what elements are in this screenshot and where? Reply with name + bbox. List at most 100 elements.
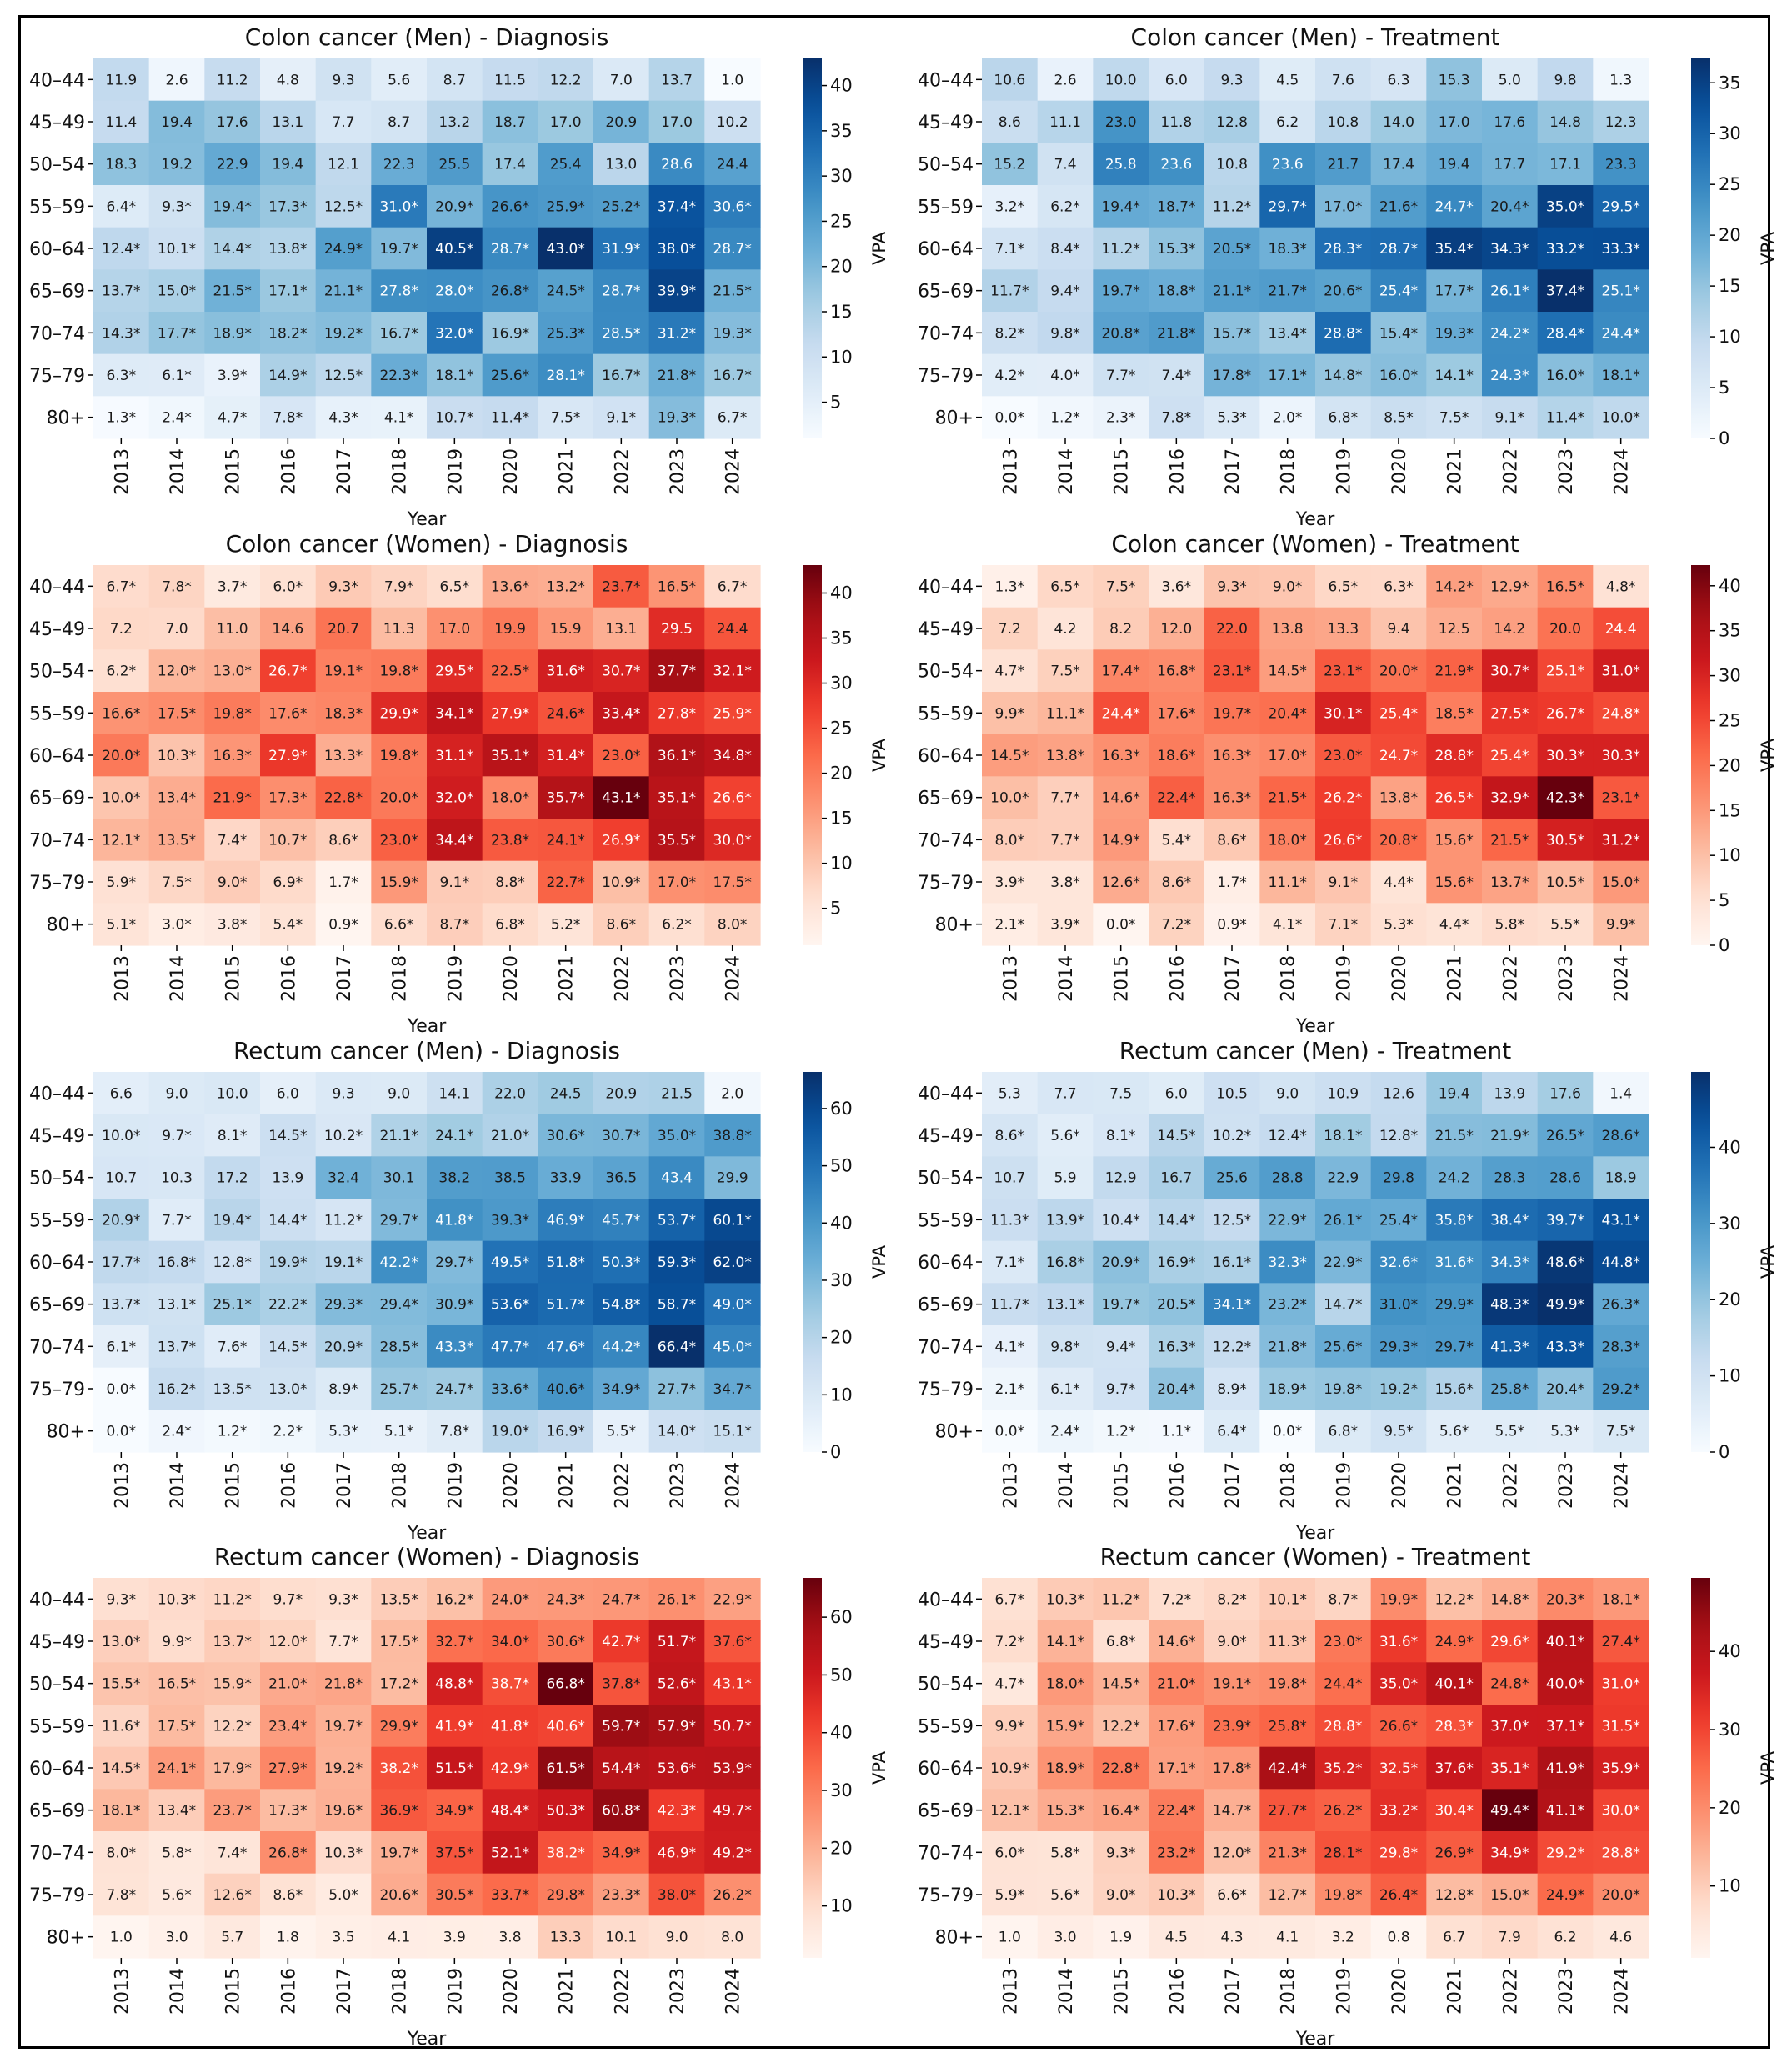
heatmap-cell <box>1093 269 1149 313</box>
chart-title: Rectum cancer (Women) - Treatment <box>1100 1543 1531 1570</box>
heatmap-cell <box>1315 143 1372 186</box>
heatmap-cell <box>427 1410 483 1453</box>
cell-label: 40.1* <box>1434 1676 1473 1693</box>
heatmap-cell <box>260 1114 317 1157</box>
cell-label: 9.3 <box>332 72 354 88</box>
colorbar-tick-label: 15 <box>1719 276 1741 296</box>
cell-label: 13.2* <box>546 578 584 595</box>
heatmap-cell <box>204 903 261 946</box>
heatmap-cell <box>704 1325 761 1369</box>
heatmap-cell <box>148 269 205 313</box>
heatmap-cell <box>648 58 705 102</box>
heatmap-cell <box>1204 1114 1260 1157</box>
cell-label: 7.4 <box>1054 157 1076 173</box>
cell-label: 17.6 <box>1549 1085 1581 1102</box>
x-tick-label: 2017 <box>1223 955 1244 1002</box>
cell-label: 0.0* <box>995 410 1025 427</box>
heatmap-cell <box>982 396 1039 439</box>
cell-label: 1.4 <box>1609 1085 1632 1102</box>
cell-label: 18.7* <box>1157 198 1195 215</box>
heatmap-cell <box>260 1410 317 1453</box>
colorbar-tick-label: 60 <box>830 1099 853 1119</box>
cell-label: 27.9* <box>268 1760 307 1777</box>
x-tick-label: 2020 <box>501 1968 522 2015</box>
x-tick-label: 2019 <box>445 1462 466 1509</box>
cell-label: 44.2* <box>602 1339 640 1355</box>
y-tick-label: 45–49 <box>918 1126 974 1147</box>
cell-label: 13.9 <box>1494 1085 1525 1102</box>
x-axis-label: Year <box>407 1523 448 1544</box>
cell-label: 18.1* <box>102 1803 140 1820</box>
cell-label: 19.4* <box>213 198 251 215</box>
cell-label: 7.7* <box>162 1212 192 1229</box>
x-tick-label: 2019 <box>1334 448 1354 495</box>
heatmap-cell <box>593 1156 650 1199</box>
cell-label: 30.9* <box>435 1297 473 1314</box>
heatmap-cell <box>704 1367 761 1410</box>
heatmap-cell <box>260 1072 317 1115</box>
cell-label: 8.9* <box>1217 1381 1247 1398</box>
heatmap-cell <box>1259 396 1316 439</box>
heatmap-cell <box>260 1662 317 1705</box>
heatmap-cell <box>1037 1367 1094 1410</box>
cell-label: 12.6 <box>1383 1085 1414 1102</box>
y-tick-label: 70–74 <box>918 1337 974 1358</box>
heatmap-cell <box>1149 1325 1205 1369</box>
cell-label: 7.5* <box>1050 663 1080 680</box>
cell-label: 23.8* <box>491 832 529 849</box>
cell-label: 32.0* <box>435 790 473 807</box>
heatmap-cell <box>1370 903 1427 946</box>
cell-label: 1.1* <box>1162 1424 1192 1440</box>
colorbar-tick-label: 25 <box>1719 710 1741 730</box>
cell-label: 9.4 <box>1387 621 1409 638</box>
cell-label: 17.1* <box>1157 1760 1195 1777</box>
heatmap-cell <box>1259 1283 1316 1326</box>
cell-label: 28.4* <box>1546 325 1584 342</box>
y-tick-label: 50–54 <box>918 662 974 683</box>
heatmap-cell <box>315 1240 372 1284</box>
heatmap-cell <box>1593 185 1649 228</box>
cell-label: 11.4* <box>1546 410 1584 427</box>
heatmap-cell <box>538 649 594 693</box>
colorbar-tick-label: 40 <box>830 1213 853 1233</box>
heatmap-cell <box>371 649 428 693</box>
heatmap-cell <box>704 185 761 228</box>
heatmap-cell <box>204 607 261 650</box>
cell-label: 22.0 <box>494 1085 526 1102</box>
colorbar-tick-label: 10 <box>830 347 853 367</box>
heatmap-cell <box>1315 692 1372 735</box>
heatmap-cell <box>260 185 317 228</box>
heatmap-cell <box>1593 312 1649 355</box>
cell-label: 30.7* <box>1490 663 1529 680</box>
cell-label: 19.9* <box>268 1254 307 1271</box>
colorbar-tick-label: 0 <box>830 1442 841 1462</box>
cell-label: 10.4* <box>1101 1212 1139 1229</box>
cell-label: 28.1* <box>1324 1845 1362 1861</box>
cell-label: 11.2* <box>324 1212 363 1229</box>
cell-label: 3.8* <box>218 917 248 934</box>
y-tick-label: 60–64 <box>918 746 974 767</box>
cell-label: 47.6* <box>546 1339 584 1355</box>
cell-label: 7.9* <box>384 578 414 595</box>
cell-label: 36.5 <box>605 1170 637 1187</box>
heatmap-cell <box>982 185 1039 228</box>
cell-label: 26.9* <box>602 832 640 849</box>
cell-label: 13.1* <box>1046 1297 1084 1314</box>
heatmap-cell <box>260 1367 317 1410</box>
heatmap-cell <box>593 100 650 143</box>
heatmap-cell <box>427 1156 483 1199</box>
heatmap-cell <box>204 1156 261 1199</box>
heatmap-cell <box>1537 58 1594 102</box>
heatmap-cell <box>93 1240 150 1284</box>
y-tick-label: 80+ <box>935 1928 974 1949</box>
heatmap-cell <box>1259 353 1316 397</box>
heatmap-cell <box>482 903 538 946</box>
cell-label: 18.3* <box>324 705 363 722</box>
heatmap-cell <box>371 353 428 397</box>
heatmap-cell <box>648 819 705 862</box>
heatmap-cell <box>1093 1240 1149 1284</box>
heatmap-cell <box>427 353 483 397</box>
cell-label: 16.3* <box>1213 790 1251 807</box>
heatmap-cell <box>1537 100 1594 143</box>
